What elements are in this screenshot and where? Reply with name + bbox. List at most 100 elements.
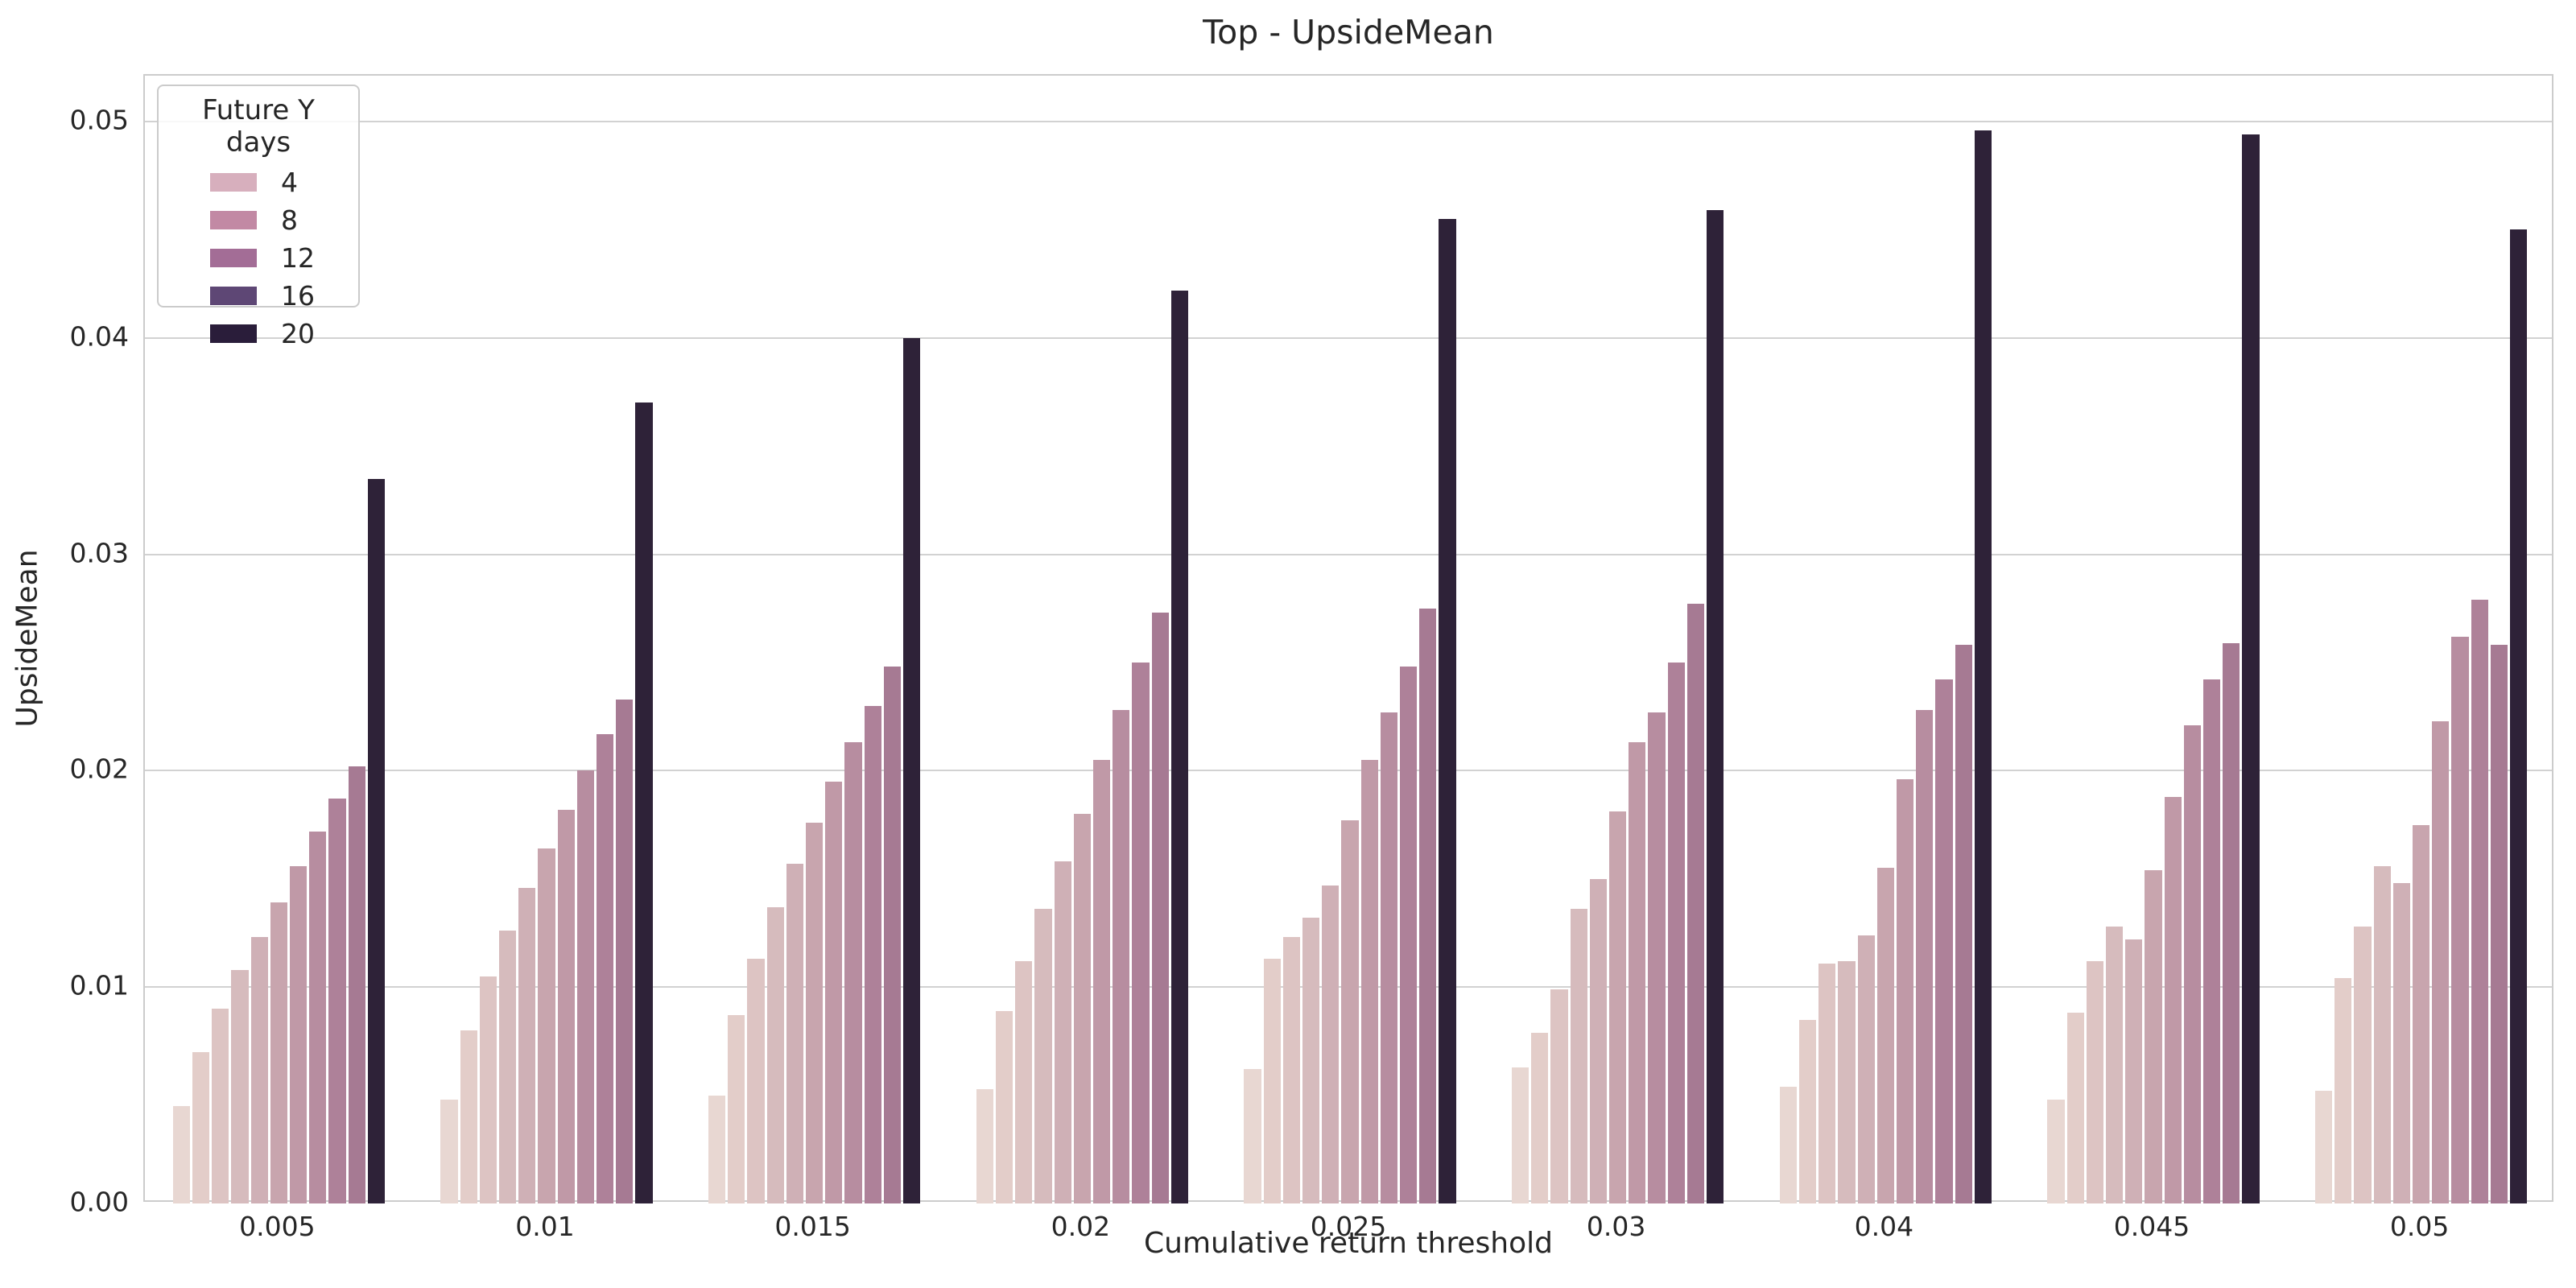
bar-0.03-series6 (1609, 811, 1627, 1203)
bar-0.05-series8 (2451, 636, 2469, 1203)
bar-0.015-series6 (806, 822, 824, 1203)
y-tick-label: 0.05 (69, 104, 129, 136)
bar-0.02-series7 (1092, 759, 1111, 1203)
bar-0.015-series5 (786, 863, 804, 1203)
legend-swatch-icon (210, 211, 257, 229)
plot-area (143, 74, 2553, 1203)
bar-0.025-series4 (1302, 918, 1320, 1203)
legend-swatch-icon (210, 249, 257, 267)
bar-0.015-series8 (844, 742, 862, 1203)
bar-0.005-series6 (270, 902, 287, 1203)
bar-0.015-series4 (766, 906, 784, 1203)
bar-0.02-series2 (995, 1010, 1013, 1203)
legend-entry: 12 (173, 239, 344, 277)
bar-0.04-series10 (1955, 645, 1972, 1203)
bar-0.025-series10 (1419, 608, 1437, 1203)
bar-0.025-series8 (1380, 712, 1397, 1203)
bar-0.015-series1 (708, 1095, 726, 1203)
y-tick-label: 0.03 (69, 537, 129, 569)
bar-0.01-series5 (518, 887, 536, 1203)
bar-0.02-series8 (1113, 710, 1130, 1203)
bar-0.04-series7 (1896, 779, 1914, 1203)
bar-0.01-series11 (635, 402, 653, 1203)
bar-0.005-series7 (289, 865, 308, 1203)
bar-0.015-series10 (883, 667, 902, 1203)
bar-0.01-series9 (596, 733, 614, 1203)
legend-entry: 4 (173, 163, 344, 201)
bar-0.045-series1 (2047, 1099, 2065, 1203)
y-tick-label: 0.02 (69, 753, 129, 785)
bar-0.02-series1 (976, 1088, 993, 1203)
x-tick-label: 0.005 (239, 1211, 316, 1242)
bar-0.04-series2 (1798, 1019, 1817, 1203)
bar-0.045-series8 (2183, 724, 2201, 1203)
bar-0.04-series5 (1857, 935, 1875, 1203)
bar-0.03-series11 (1707, 210, 1724, 1203)
x-tick-label: 0.04 (1854, 1211, 1914, 1242)
bar-0.045-series4 (2106, 926, 2124, 1203)
bar-0.03-series8 (1648, 712, 1666, 1203)
bar-0.03-series9 (1667, 662, 1685, 1203)
bar-0.045-series7 (2164, 796, 2182, 1203)
legend-entry: 16 (173, 277, 344, 315)
gridline (145, 553, 2552, 555)
legend-entries: 4 8 12 16 20 (173, 163, 344, 353)
bar-0.045-series11 (2242, 134, 2260, 1203)
bar-0.025-series7 (1360, 759, 1378, 1203)
bar-0.025-series5 (1322, 885, 1340, 1203)
bar-0.025-series1 (1244, 1069, 1261, 1203)
bar-0.005-series4 (231, 969, 249, 1203)
legend-entry-label: 8 (281, 204, 298, 236)
bar-0.005-series11 (367, 478, 385, 1203)
x-tick-label: 0.05 (2389, 1211, 2450, 1242)
bar-0.02-series9 (1132, 662, 1150, 1203)
bar-0.005-series1 (172, 1106, 190, 1203)
legend-swatch-icon (210, 324, 257, 343)
bar-0.005-series8 (309, 831, 327, 1203)
gridline (145, 770, 2552, 772)
bar-0.015-series11 (903, 337, 921, 1203)
bar-0.04-series9 (1935, 679, 1953, 1203)
legend-entry: 20 (173, 315, 344, 353)
bar-0.05-series4 (2373, 865, 2391, 1203)
legend-entry-label: 4 (281, 167, 298, 198)
x-tick-label: 0.045 (2113, 1211, 2190, 1242)
bar-0.03-series7 (1629, 742, 1646, 1203)
x-tick-label: 0.02 (1051, 1211, 1111, 1242)
bar-0.005-series10 (348, 766, 365, 1203)
bar-0.025-series3 (1282, 937, 1300, 1203)
bar-0.045-series10 (2223, 642, 2240, 1203)
x-axis-label: Cumulative return threshold (1144, 1227, 1553, 1260)
bar-0.03-series3 (1550, 989, 1568, 1203)
bar-0.015-series7 (825, 781, 843, 1203)
bar-0.05-series5 (2392, 883, 2411, 1203)
bar-0.04-series6 (1876, 868, 1894, 1203)
bar-0.02-series6 (1073, 814, 1091, 1203)
y-tick-label: 0.04 (69, 320, 129, 353)
bar-0.03-series2 (1531, 1032, 1549, 1203)
bar-0.02-series4 (1034, 909, 1052, 1203)
bar-0.01-series8 (576, 770, 594, 1203)
bar-0.025-series2 (1263, 959, 1281, 1203)
bar-0.025-series6 (1341, 820, 1359, 1203)
y-tick-label: 0.00 (69, 1186, 129, 1218)
legend-swatch-icon (210, 173, 257, 192)
bar-0.03-series10 (1686, 604, 1705, 1203)
bar-0.03-series4 (1570, 909, 1587, 1203)
bar-0.04-series1 (1779, 1086, 1797, 1203)
bar-0.05-series6 (2413, 824, 2430, 1203)
bar-0.02-series10 (1151, 613, 1169, 1203)
bar-0.005-series2 (192, 1051, 210, 1203)
bar-0.005-series9 (328, 799, 346, 1203)
bar-0.05-series1 (2315, 1091, 2333, 1203)
bar-0.045-series5 (2125, 939, 2143, 1203)
bar-0.01-series1 (440, 1099, 458, 1203)
legend-entry: 8 (173, 201, 344, 239)
y-tick-label: 0.01 (69, 969, 129, 1001)
bar-0.05-series9 (2471, 600, 2488, 1203)
gridline (145, 336, 2552, 339)
bar-0.05-series11 (2510, 229, 2528, 1203)
bar-0.015-series9 (864, 705, 881, 1203)
chart-title: Top - UpsideMean (1203, 13, 1494, 52)
